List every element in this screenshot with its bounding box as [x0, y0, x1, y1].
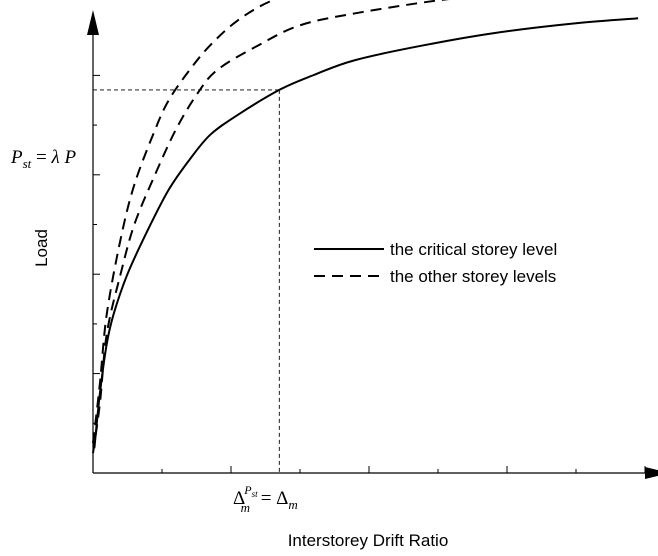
reference-lines [93, 89, 280, 473]
x-axis-arrow-icon [645, 467, 658, 479]
y-reference-label: Pst = λ P [10, 147, 76, 171]
series-layer [92, 0, 639, 454]
legend-label-other: the other storey levels [390, 267, 556, 286]
x-reference-label: ΔPst m = Δm [233, 483, 298, 515]
series-line-other-storey-1 [92, 0, 450, 454]
legend: the critical storey level the other stor… [314, 240, 557, 286]
axis-ticks [93, 74, 646, 473]
y-axis-label: Load [32, 229, 51, 267]
legend-label-critical: the critical storey level [390, 240, 557, 259]
series-line-other-storey-2 [92, 0, 277, 444]
y-axis-arrow-icon [87, 10, 99, 35]
x-axis-label: Interstorey Drift Ratio [288, 531, 449, 550]
y-axis [87, 10, 99, 473]
series-line-critical-storey [93, 17, 639, 449]
x-axis [93, 467, 658, 479]
